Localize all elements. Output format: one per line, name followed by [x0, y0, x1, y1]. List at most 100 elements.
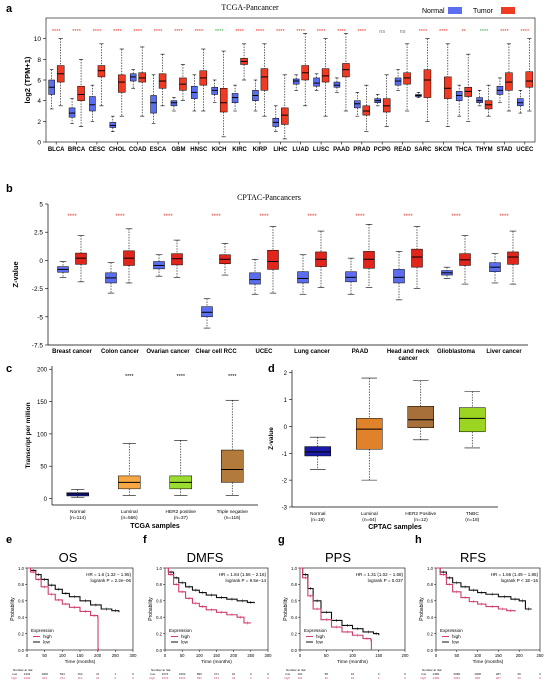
- chart-a-significance: ****: [93, 29, 102, 35]
- chart-e: OS0.00.20.40.60.81.00 50 100 150 200 250 300Pr…: [10, 550, 137, 680]
- chart-b-ytick-label: -2.5: [32, 286, 44, 293]
- chart-h-xtick-label: 250: [537, 653, 545, 658]
- chart-e-xtick-label: 100: [59, 653, 67, 658]
- chart-f-ylabel: Probability: [148, 597, 154, 621]
- chart-b: CPTAC-Pancancers 5 2.5 0 -2.5 -5 -7.5 Z-value **…: [11, 193, 528, 362]
- chart-a-tumor-PRAD-box: [362, 105, 371, 116]
- chart-h-ytick-label: 1.0: [427, 566, 433, 571]
- chart-a-significance: ****: [256, 29, 265, 35]
- chart-a-tumor-SARC-box: [423, 69, 432, 98]
- chart-a-normal-COAD-box: [129, 73, 137, 82]
- chart-f-legend-label-low: low: [181, 640, 189, 645]
- chart-f-risk-group-high: high: [149, 676, 155, 680]
- chart-a-tumor-PCPG-box: [382, 98, 391, 113]
- chart-f-risk-value: 61: [232, 672, 236, 676]
- chart-f-risk-value: 151: [214, 676, 219, 680]
- chart-b-tumor-Head and neck-box: [411, 248, 423, 268]
- chart-a-tumor-READ-box: [403, 72, 411, 85]
- chart-e-title: OS: [59, 550, 78, 565]
- chart-f-xtick-label: 100: [196, 653, 204, 658]
- chart-a-tumor-PAAD-box: [342, 63, 350, 78]
- chart-h-hr-text: HR = 1.66 (1.49 − 1.85): [491, 572, 539, 577]
- chart-a-significance: **: [462, 29, 467, 35]
- chart-a-significance: ****: [358, 29, 367, 35]
- chart-d-xtick-label: (n=18): [465, 517, 479, 523]
- chart-c-xtick-label: (n=116): [224, 515, 241, 521]
- chart-b-xtick-label: UCEC: [255, 349, 273, 355]
- chart-h-risk-value: 2080: [453, 672, 460, 676]
- chart-e-risk-value: 534: [60, 672, 65, 676]
- chart-g-legend-label-low: low: [316, 640, 324, 645]
- chart-a-significance: ****: [174, 29, 183, 35]
- chart-c-xtick-label: Triple negative: [217, 509, 249, 515]
- chart-a-significance: ****: [133, 29, 142, 35]
- chart-h-legend-label-low: low: [452, 640, 460, 645]
- chart-h-logrank-text: logrank P < 1E−16: [501, 578, 539, 583]
- chart-g-title: PPS: [325, 550, 351, 565]
- chart-e-xtick-label: 50: [42, 653, 47, 658]
- chart-b-normal-PAAD-box: [345, 271, 357, 283]
- chart-a-xtick-label: CHOL: [109, 147, 126, 153]
- chart-h-legend-label-high: high: [452, 634, 461, 639]
- chart-b-normal-Lung cancer-box: [297, 271, 309, 284]
- chart-g-xtick-label: 200: [402, 653, 410, 658]
- chart-c-significance: ****: [176, 374, 185, 380]
- chart-e-risk-value: 0: [132, 672, 134, 676]
- chart-h-risk-value: 1951: [453, 676, 460, 680]
- panel-letter-b: b: [6, 183, 13, 195]
- chart-h-xtick-label: 0: [435, 653, 438, 658]
- chart-a-xtick-label: COAD: [129, 147, 147, 153]
- chart-a-significance: ****: [72, 29, 81, 35]
- panel-letter-e: e: [6, 534, 12, 546]
- chart-a-tumor-BRCA-box: [77, 85, 85, 101]
- chart-e-risk-value: 1332: [24, 676, 31, 680]
- chart-g-legend-title: Expression: [304, 628, 327, 633]
- chart-f-risk-label: Number at risk: [151, 668, 171, 672]
- chart-b-xtick-label: Colon cancer: [101, 349, 140, 355]
- chart-c-box-Triple negative-box: [221, 449, 244, 483]
- chart-f-xlabel: Time (months): [201, 659, 232, 665]
- chart-e-ytick-label: 1.0: [18, 566, 24, 571]
- chart-a-tumor-LIHC-box: [281, 107, 289, 125]
- chart-b-significance: ****: [451, 214, 461, 220]
- chart-b-tumor-Liver cancer-box: [507, 251, 519, 265]
- chart-f-risk-group-low: low: [150, 672, 155, 676]
- chart-b-significance: ****: [259, 214, 269, 220]
- chart-g-xlabel: Time (months): [337, 659, 368, 665]
- chart-a-tumor-LUSC-box: [321, 68, 330, 83]
- chart-b-title: CPTAC-Pancancers: [237, 193, 301, 202]
- chart-b-xtick-label: Head and neck: [387, 349, 430, 355]
- chart-a-xtick-label: THYM: [476, 147, 493, 153]
- chart-a-significance: ****: [215, 29, 224, 35]
- chart-h-legend-title: Expression: [440, 628, 463, 633]
- chart-a-xtick-label: LUSC: [313, 147, 330, 153]
- legend-tumor-swatch: [501, 7, 515, 14]
- chart-a-xtick-label: ESCA: [150, 147, 167, 153]
- chart-d-xtick-label: Normal: [310, 511, 325, 517]
- chart-a-normal-KIRC-box: [231, 93, 239, 103]
- chart-d-box-Normal-box: [304, 446, 331, 457]
- chart-f-risk-value: 2273: [162, 676, 169, 680]
- chart-g-ytick-label: 0.0: [291, 648, 297, 653]
- chart-h-curve-high: [436, 567, 516, 612]
- chart-d-xtick-label: Luminal: [361, 511, 378, 517]
- chart-g-risk-value: 191: [297, 676, 302, 680]
- chart-g-risk-group-high: high: [284, 676, 290, 680]
- chart-c: 0 50 100 150 200 Transcript per million Normal…: [25, 366, 258, 530]
- chart-g-xtick-label: 0: [299, 653, 302, 658]
- chart-g-ylabel: Probability: [283, 597, 289, 621]
- chart-e-ytick-label: 0.4: [18, 615, 24, 620]
- chart-h-risk-value: 2382: [433, 672, 440, 676]
- chart-a-xtick-label: KICH: [212, 147, 227, 153]
- chart-e-risk-value: 912: [42, 676, 47, 680]
- chart-e-legend-title: Expression: [31, 628, 54, 633]
- chart-a-normal-LUSC-box: [313, 77, 320, 87]
- chart-g-risk-value: 0: [404, 672, 406, 676]
- chart-e-risk-value: 47: [96, 672, 100, 676]
- chart-a-significance: ****: [235, 29, 244, 35]
- chart-a-xtick-label: LUAD: [292, 147, 309, 153]
- chart-f-ytick-label: 0.8: [156, 582, 162, 587]
- chart-a-ytick-label: 2: [37, 119, 41, 126]
- chart-h-risk-label: Number at risk: [422, 668, 442, 672]
- chart-b-xtick-label: PAAD: [352, 349, 369, 355]
